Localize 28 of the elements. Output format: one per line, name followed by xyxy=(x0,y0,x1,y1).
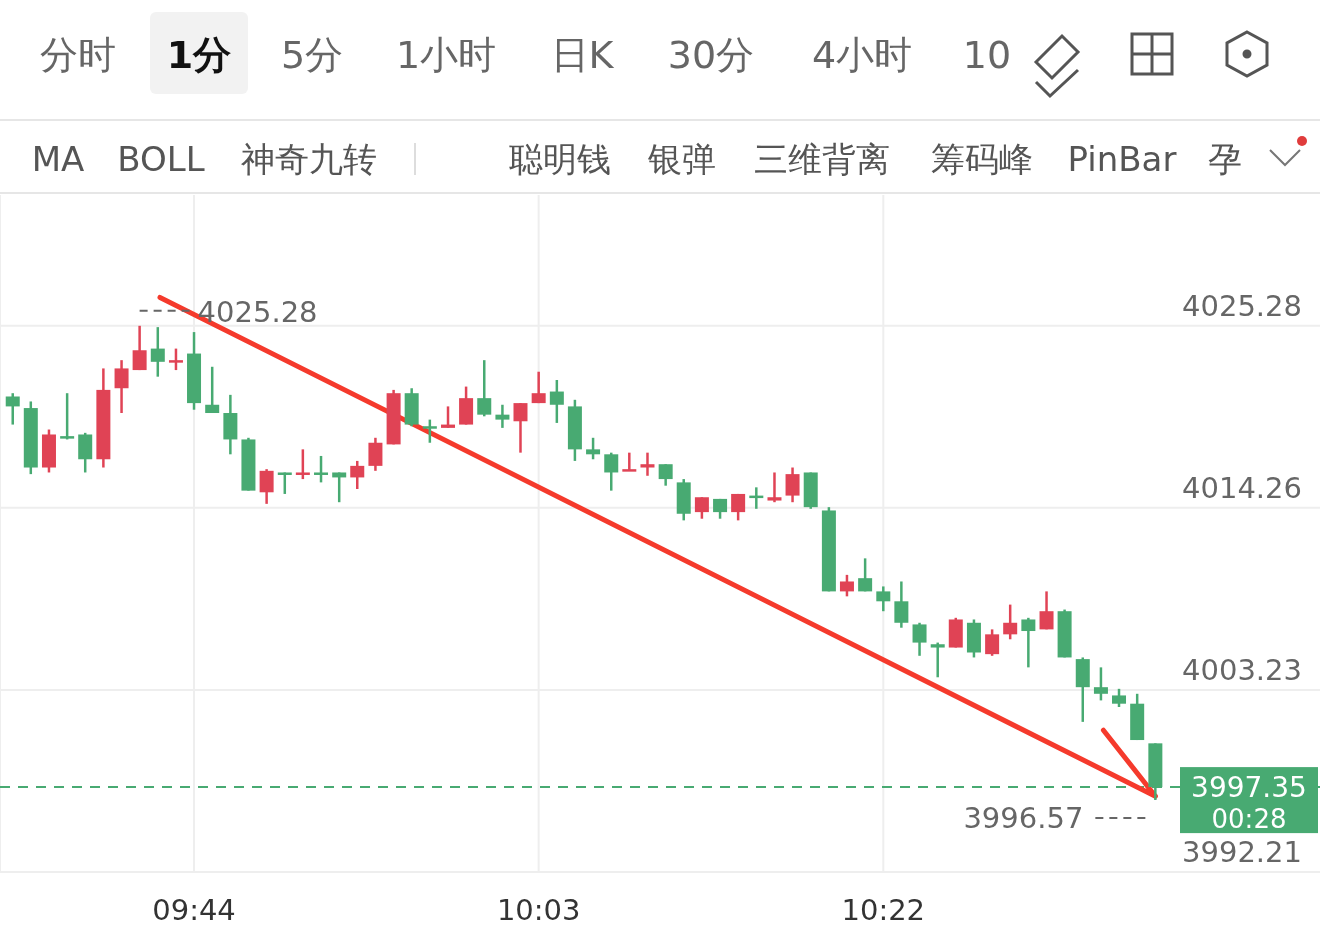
text: 1小时 xyxy=(395,33,497,77)
y-tick-label: 4014.26 xyxy=(1182,470,1302,505)
text: 银弹 xyxy=(647,139,716,179)
ref-line-label: 3997.35 xyxy=(1191,771,1307,805)
text: 三维背离 xyxy=(754,139,890,179)
text: 1分 xyxy=(166,33,232,77)
x-tick-label: 10:03 xyxy=(496,893,581,927)
text: 筹码峰 xyxy=(931,139,1033,179)
text: 5分 xyxy=(280,33,344,77)
text: 分时 xyxy=(40,33,116,77)
annotation: 4025.28 xyxy=(197,294,318,329)
text: MA xyxy=(31,139,85,179)
text: 聪明钱 xyxy=(509,139,611,179)
annotation: 00:28 xyxy=(1211,804,1287,835)
y-tick-label: 4003.23 xyxy=(1182,652,1302,687)
text: BOLL xyxy=(117,139,205,179)
y-tick-label: 3992.21 xyxy=(1182,835,1302,869)
text: 孕 xyxy=(1208,139,1242,179)
text: PinBar xyxy=(1067,139,1177,179)
text: 10 xyxy=(962,33,1012,77)
text: 4小时 xyxy=(811,33,913,77)
x-tick-label: 09:44 xyxy=(152,893,236,927)
text: 日K xyxy=(550,33,615,77)
annotation: 3996.57 xyxy=(963,800,1084,835)
y-tick-label: 4025.28 xyxy=(1182,288,1302,323)
text: 神奇九转 xyxy=(241,139,377,179)
text: 30分 xyxy=(667,33,755,77)
x-tick-label: 10:22 xyxy=(841,893,926,927)
